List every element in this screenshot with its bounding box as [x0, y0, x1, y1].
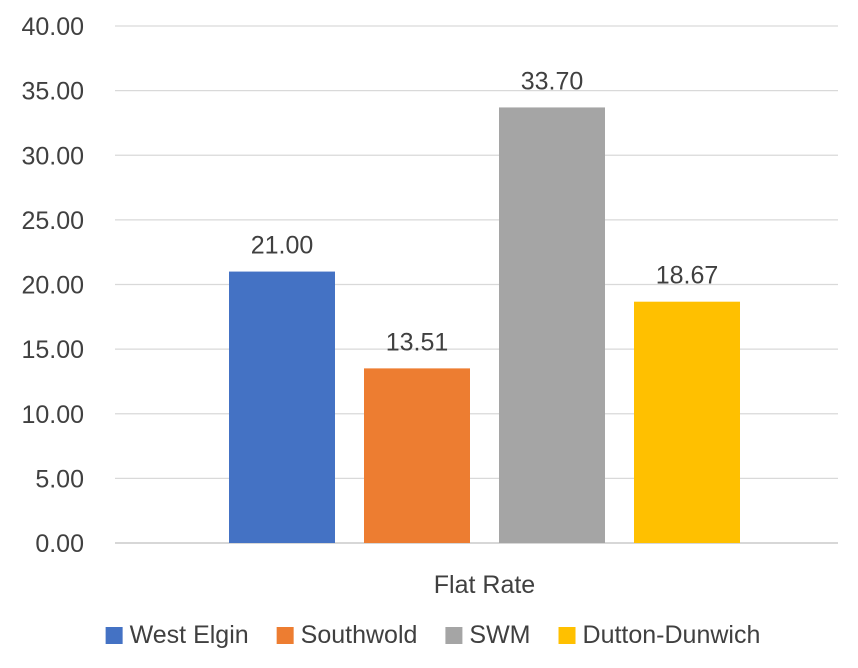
y-tick-label: 40.00: [21, 13, 84, 41]
data-label: 33.70: [521, 67, 584, 95]
legend-swatch: [445, 627, 462, 644]
data-label: 18.67: [656, 262, 719, 290]
legend-item-southwold: Southwold: [277, 621, 418, 649]
legend-label: SWM: [469, 621, 530, 649]
y-tick-label: 5.00: [35, 465, 84, 493]
y-tick-label: 25.00: [21, 207, 84, 235]
y-tick-label: 15.00: [21, 336, 84, 364]
legend-swatch: [277, 627, 294, 644]
bars: [229, 107, 740, 543]
legend-label: Dutton-Dunwich: [583, 621, 761, 649]
data-label: 13.51: [386, 328, 449, 356]
y-tick-label: 0.00: [35, 530, 84, 558]
legend-swatch: [559, 627, 576, 644]
legend-item-swm: SWM: [445, 621, 530, 649]
x-category-label: Flat Rate: [434, 571, 535, 599]
legend-item-dutton-dunwich: Dutton-Dunwich: [559, 621, 761, 649]
legend: West Elgin Southwold SWM Dutton-Dunwich: [106, 621, 761, 649]
y-tick-label: 20.00: [21, 272, 84, 300]
y-tick-label: 30.00: [21, 142, 84, 170]
y-tick-label: 10.00: [21, 401, 84, 429]
y-tick-label: 35.00: [21, 78, 84, 106]
legend-swatch: [106, 627, 123, 644]
data-label: 21.00: [251, 232, 314, 260]
bar-west-elgin: [229, 272, 335, 543]
legend-item-west-elgin: West Elgin: [106, 621, 249, 649]
legend-label: West Elgin: [130, 621, 249, 649]
bar-southwold: [364, 368, 470, 543]
bar-dutton-dunwich: [634, 302, 740, 543]
bar-swm: [499, 107, 605, 543]
legend-label: Southwold: [301, 621, 418, 649]
